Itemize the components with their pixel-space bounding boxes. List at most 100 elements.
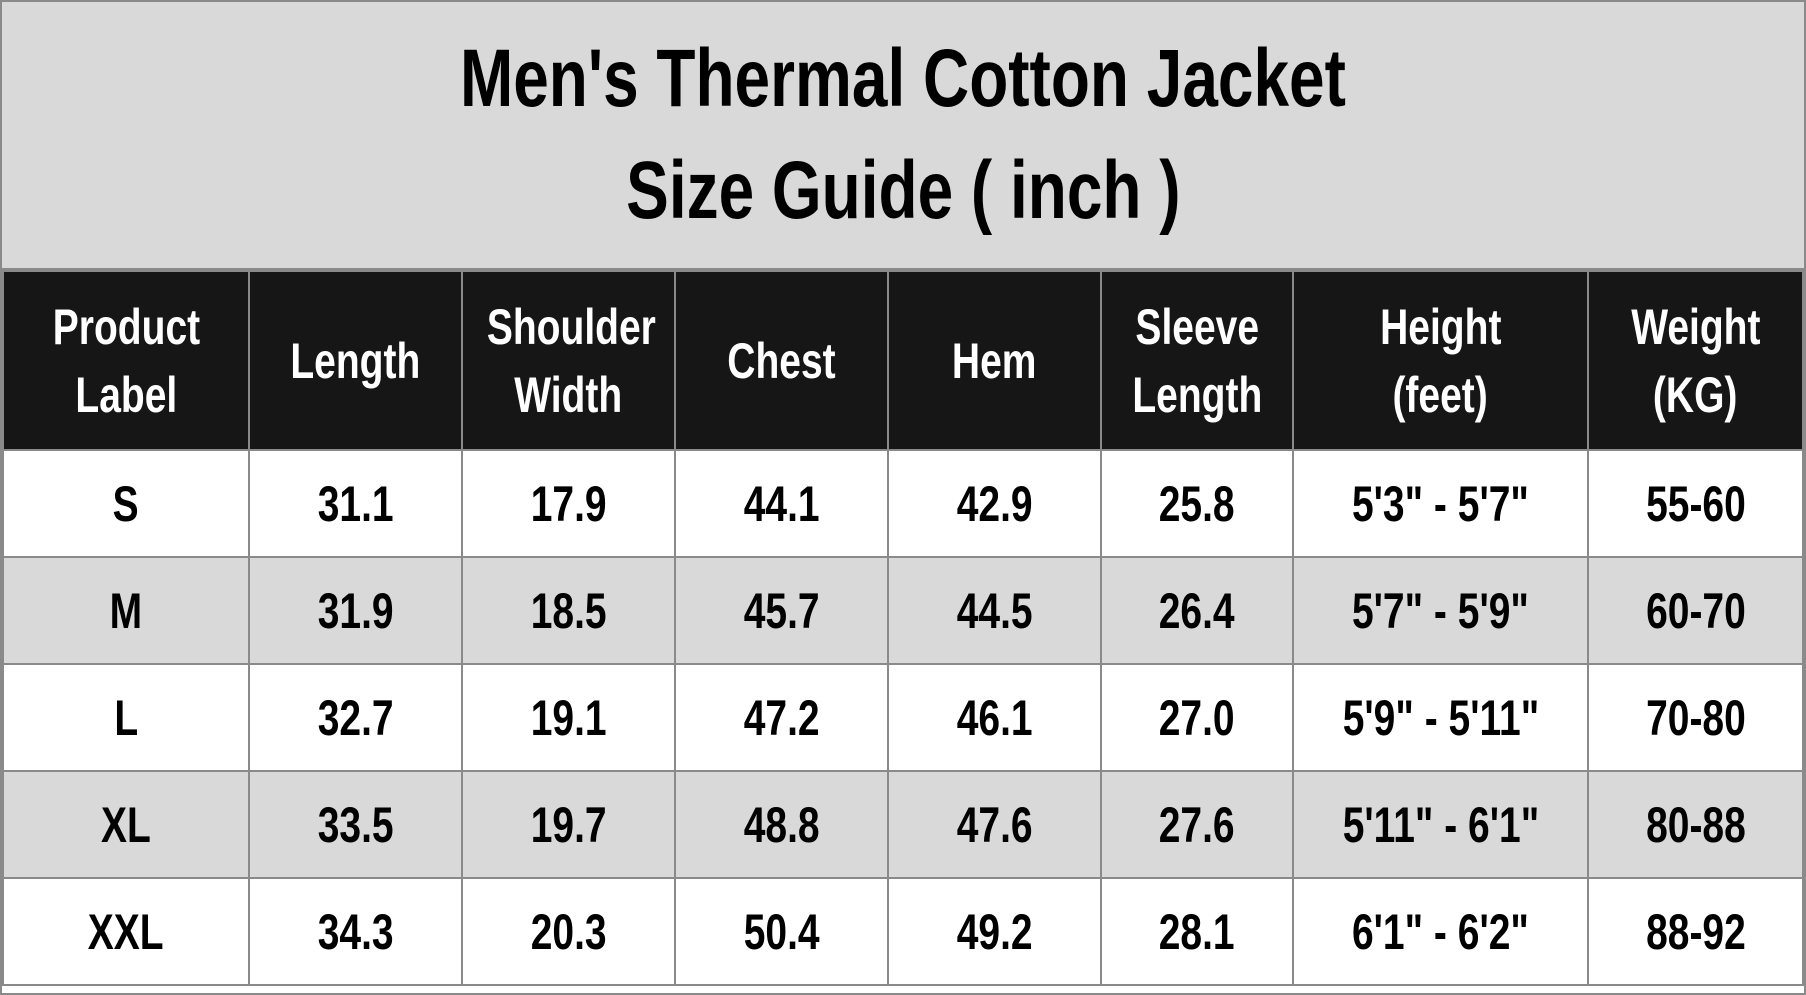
table-cell: 60-70 (1587, 556, 1804, 665)
table-cell: 19.7 (461, 770, 676, 879)
table-cell: 5'7" - 5'9" (1292, 556, 1589, 665)
cell-value: 44.5 (956, 582, 1033, 639)
table-cell: 5'11" - 6'1" (1292, 770, 1589, 879)
column-header-text: Hem (952, 332, 1037, 389)
cell-value: 25.8 (1159, 475, 1235, 532)
cell-value: M (109, 582, 143, 639)
column-header: Shoulder Width (461, 270, 676, 451)
title-banner: Men's Thermal Cotton Jacket Size Guide (… (2, 2, 1804, 270)
column-header-text: Shoulder (486, 298, 656, 355)
table-row: S 31.1 17.9 44.1 42.9 25.8 5'3" - 5'7" 55-60 (2, 449, 1804, 558)
cell-value: 47.6 (956, 796, 1033, 853)
size-label-cell: XXL (2, 877, 250, 986)
table-cell: 33.5 (248, 770, 463, 879)
cell-value: 88-92 (1645, 903, 1746, 960)
cell-value: XXL (88, 903, 164, 960)
size-table: Product Label Length Shoulder Width Chest Hem S… (2, 270, 1804, 986)
cell-value: 5'7" - 5'9" (1352, 582, 1529, 639)
cell-value: 18.5 (530, 582, 607, 639)
table-cell: 26.4 (1100, 556, 1294, 665)
cell-value: 47.2 (743, 689, 820, 746)
table-cell: 5'9" - 5'11" (1292, 663, 1589, 772)
column-header: Chest (674, 270, 889, 451)
cell-value: 45.7 (743, 582, 820, 639)
table-cell: 88-92 (1587, 877, 1804, 986)
table-row: XXL 34.3 20.3 50.4 49.2 28.1 6'1" - 6'2" 88-92 (2, 877, 1804, 986)
table-cell: 70-80 (1587, 663, 1804, 772)
table-cell: 27.6 (1100, 770, 1294, 879)
table-row: L 32.7 19.1 47.2 46.1 27.0 5'9" - 5'11" 70-80 (2, 663, 1804, 772)
column-header-text: Label (75, 366, 177, 423)
cell-value: 44.1 (743, 475, 820, 532)
table-cell: 6'1" - 6'2" (1292, 877, 1589, 986)
column-header: Sleeve Length (1100, 270, 1294, 451)
cell-value: 5'9" - 5'11" (1342, 689, 1539, 746)
table-cell: 25.8 (1100, 449, 1294, 558)
column-header: Length (248, 270, 463, 451)
size-label-cell: M (2, 556, 250, 665)
column-header-text: Chest (727, 332, 836, 389)
table-cell: 31.1 (248, 449, 463, 558)
size-label-cell: XL (2, 770, 250, 879)
cell-value: 31.9 (317, 582, 394, 639)
cell-value: 5'11" - 6'1" (1342, 796, 1539, 853)
cell-value: S (112, 475, 140, 532)
table-cell: 48.8 (674, 770, 889, 879)
size-label-cell: S (2, 449, 250, 558)
cell-value: 31.1 (317, 475, 394, 532)
cell-value: 70-80 (1645, 689, 1746, 746)
cell-value: 34.3 (317, 903, 394, 960)
column-header-text: Weight (1630, 298, 1761, 355)
cell-value: 19.7 (530, 796, 607, 853)
cell-value: L (114, 689, 138, 746)
cell-value: 20.3 (530, 903, 607, 960)
header-row: Product Label Length Shoulder Width Chest Hem S… (2, 270, 1804, 451)
cell-value: 27.0 (1159, 689, 1235, 746)
cell-value: 42.9 (956, 475, 1033, 532)
column-header-text: Height (1379, 298, 1502, 355)
table-cell: 18.5 (461, 556, 676, 665)
cell-value: 49.2 (956, 903, 1033, 960)
table-cell: 50.4 (674, 877, 889, 986)
column-header-text: Sleeve (1135, 298, 1259, 355)
table-cell: 27.0 (1100, 663, 1294, 772)
cell-value: 60-70 (1645, 582, 1746, 639)
cell-value: 55-60 (1645, 475, 1746, 532)
table-cell: 49.2 (887, 877, 1102, 986)
column-header: Weight (KG) (1587, 270, 1804, 451)
table-row: M 31.9 18.5 45.7 44.5 26.4 5'7" - 5'9" 60-70 (2, 556, 1804, 665)
column-header-text: Width (514, 366, 623, 423)
cell-value: 33.5 (317, 796, 394, 853)
table-cell: 55-60 (1587, 449, 1804, 558)
column-header-text: (KG) (1653, 366, 1738, 423)
table-cell: 5'3" - 5'7" (1292, 449, 1589, 558)
cell-value: 6'1" - 6'2" (1352, 903, 1529, 960)
table-cell: 46.1 (887, 663, 1102, 772)
column-header-text: Length (290, 332, 421, 389)
cell-value: 26.4 (1159, 582, 1235, 639)
table-cell: 45.7 (674, 556, 889, 665)
column-header: Product Label (2, 270, 250, 451)
cell-value: 80-88 (1645, 796, 1746, 853)
cell-value: 19.1 (530, 689, 607, 746)
table-cell: 80-88 (1587, 770, 1804, 879)
table-cell: 44.5 (887, 556, 1102, 665)
column-header: Height (feet) (1292, 270, 1589, 451)
size-label-cell: L (2, 663, 250, 772)
table-cell: 19.1 (461, 663, 676, 772)
title-product: Men's Thermal Cotton Jacket (460, 33, 1346, 124)
table-cell: 47.6 (887, 770, 1102, 879)
cell-value: XL (101, 796, 151, 853)
table-cell: 42.9 (887, 449, 1102, 558)
cell-value: 5'3" - 5'7" (1352, 475, 1529, 532)
table-cell: 20.3 (461, 877, 676, 986)
column-header-text: Product (52, 298, 200, 355)
cell-value: 48.8 (743, 796, 820, 853)
table-cell: 47.2 (674, 663, 889, 772)
column-header-text: (feet) (1392, 366, 1489, 423)
column-header-text: Length (1132, 366, 1262, 423)
cell-value: 32.7 (317, 689, 394, 746)
title-subtitle: Size Guide ( inch ) (625, 145, 1181, 236)
cell-value: 28.1 (1159, 903, 1235, 960)
